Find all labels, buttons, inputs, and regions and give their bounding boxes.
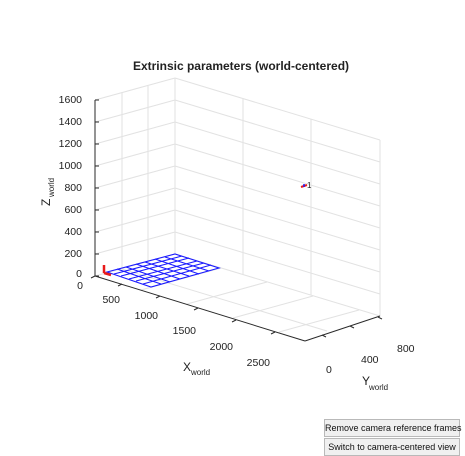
x-axis-label: X world — [183, 360, 210, 377]
grid-line — [174, 99, 381, 163]
x-tick-label: 500 — [102, 294, 120, 306]
checkerboard-line — [125, 266, 171, 283]
x-tick — [270, 331, 276, 335]
y-tick — [377, 316, 383, 320]
x-tick — [90, 275, 96, 279]
checkerboard-outline — [105, 253, 221, 288]
grid-line — [174, 187, 381, 251]
y-axis-line — [304, 315, 381, 342]
x-axis-label-sub: world — [190, 368, 210, 377]
x-axis-line — [94, 275, 306, 342]
x-tick-label: 0 — [77, 280, 83, 292]
x-ticks: 0 500 1000 1500 2000 2500 — [77, 275, 276, 369]
grid-line — [186, 281, 268, 305]
grid-line — [278, 309, 360, 333]
grid-line — [174, 165, 381, 229]
y-ticks: 0 400 800 — [321, 316, 415, 376]
grid-line — [174, 77, 381, 141]
z-tick-label: 800 — [64, 182, 82, 194]
camera-frame-icon[interactable]: 1 — [300, 181, 312, 190]
x-tick-label: 2000 — [210, 341, 234, 353]
world-frame-x — [103, 271, 112, 277]
checkerboard-line — [144, 261, 190, 277]
grid-line — [174, 121, 381, 185]
z-axis-label-sub: world — [47, 178, 56, 198]
checkerboard-line — [164, 256, 210, 272]
world-frame-icon — [102, 265, 112, 277]
y-tick-label: 400 — [361, 354, 379, 366]
x-tick — [231, 319, 237, 323]
z-tick-label: 1400 — [59, 116, 83, 128]
z-tick-label: 1000 — [59, 160, 83, 172]
grid-line — [121, 268, 328, 332]
plot-title: Extrinsic parameters (world-centered) — [133, 59, 349, 73]
checkerboard-line — [154, 258, 200, 275]
x-tick — [117, 283, 123, 287]
x-tick — [193, 307, 199, 311]
grid-line — [94, 121, 176, 145]
grid-line — [174, 231, 381, 295]
grid-line — [94, 143, 176, 167]
z-tick-label: 400 — [64, 226, 82, 238]
z-tick-label: 1200 — [59, 138, 83, 150]
x-tick-label: 1500 — [173, 325, 197, 337]
camera-label: 1 — [307, 181, 312, 190]
x-tick-label: 1000 — [135, 310, 159, 322]
z-tick-label: 600 — [64, 204, 82, 216]
y-tick-label: 0 — [326, 364, 332, 376]
switch-view-button[interactable]: Switch to camera-centered view — [324, 438, 460, 456]
grid-line — [94, 99, 176, 123]
grid-lines — [94, 77, 381, 333]
y-tick — [349, 325, 355, 329]
checkerboard — [105, 253, 221, 288]
grid-line — [174, 143, 381, 207]
grid-line — [94, 187, 176, 211]
remove-camera-frames-button[interactable]: Remove camera reference frames — [324, 419, 462, 437]
y-axis-label-sub: world — [368, 383, 388, 392]
checkerboard-line — [116, 268, 162, 285]
grid-line — [174, 209, 381, 273]
x-tick — [155, 295, 161, 299]
x-tick-label: 2500 — [247, 357, 271, 369]
grid-line — [94, 77, 176, 101]
grid-line — [94, 209, 176, 233]
y-tick — [321, 334, 327, 338]
grid-line — [232, 295, 314, 319]
y-tick-label: 800 — [397, 343, 415, 355]
grid-line — [94, 231, 176, 255]
z-axis-label: Z world — [39, 178, 56, 206]
z-tick-label: 1600 — [59, 94, 83, 106]
z-axis-label-main: Z — [39, 199, 53, 206]
x-axis-label-main: X — [183, 360, 191, 374]
y-axis-label-main: Y — [362, 374, 370, 388]
y-axis-label: Y world — [362, 374, 388, 392]
grid-line — [94, 165, 176, 189]
z-tick-label: 200 — [64, 248, 82, 260]
checkerboard-line — [135, 263, 181, 280]
z-ticks: 1600 1400 1200 1000 800 600 400 200 0 — [59, 94, 99, 280]
z-tick-label: 0 — [76, 268, 82, 280]
